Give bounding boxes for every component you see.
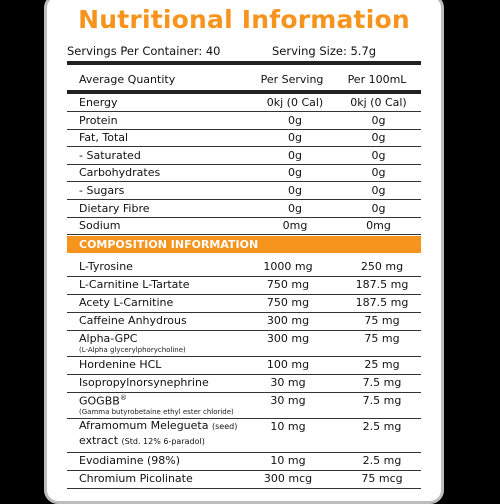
table-row: Dietary Fibre 0g 0g [67,200,421,218]
table-row: Hordenine HCL 100 mg 25 mg [67,356,421,375]
nutrient-name: Protein [79,113,118,127]
table-row: L-Carnitine L-Tartate 750 mg 187.5 mg [67,276,421,295]
per-100ml-value: 187.5 mg [355,278,409,291]
table-row: Energy 0kj (0 Cal) 0kj (0 Cal) [67,94,421,112]
header-per-100ml: Per 100mL [347,73,407,86]
divider [67,90,421,94]
servings-per-container: Servings Per Container: 40 [67,44,221,58]
per-serving-value: 0g [288,184,302,197]
per-serving-value: 100 mg [266,358,310,371]
table-row: Evodiamine (98%) 10 mg 2.5 mg [67,452,421,471]
ingredient-name: L-Tyrosine [79,260,133,273]
ingredient-name: GOGBB® [79,394,127,408]
table-row: Alpha-GPC (L-Alpha glycerylphorycholine) 3… [67,330,421,357]
per-100ml-value: 250 mg [360,260,404,273]
divider [67,61,421,65]
page-title: Nutritional Information [78,5,410,34]
per-100ml-value: 75 mcg [361,472,403,485]
ingredient-name: Evodiamine (98%) [79,454,181,467]
nutrient-name: - Sugars [79,184,125,197]
ingredient-name: Isopropylnorsynephrine [79,376,209,389]
per-100ml-value: 7.5 mg [362,394,402,407]
per-100ml-value: 0g [371,148,386,162]
per-serving-value: 0g [288,131,302,145]
per-100ml-value: 25 mg [364,358,400,371]
table-row: Caffeine Anhydrous 300 mg 75 mg [67,312,421,331]
per-100ml-value: 0g [371,113,386,127]
nutrient-name: - Saturated [79,148,141,162]
per-100ml-value: 0kj (0 Cal) [350,96,407,109]
per-serving-value: 750 mg [266,278,310,291]
per-serving-value: 0g [288,166,302,180]
table-row: Chromium Picolinate 300 mcg 75 mcg [67,470,421,489]
ingredient-name: Chromium Picolinate [79,472,193,485]
ingredient-name: Caffeine Anhydrous [79,314,187,327]
per-100ml-value: 0mg [366,219,391,233]
per-serving-value: 300 mg [266,314,310,327]
header-per-serving: Per Serving [260,73,324,86]
per-serving-value: 750 mg [266,296,310,309]
per-serving-value: 10 mg [270,454,306,467]
per-100ml-value: 75 mg [364,314,400,327]
per-100ml-value: 2.5 mg [362,454,402,467]
table-row: Isopropylnorsynephrine 30 mg 7.5 mg [67,374,421,393]
composition-title: COMPOSITION INFORMATION [79,238,259,251]
ingredient-name-line2: extract (Std. 12% 6-paradol) [79,434,205,447]
ingredient-name: Acety L-Carnitine [79,296,174,309]
composition-header: COMPOSITION INFORMATION [67,236,421,253]
per-serving-value: 1000 mg [263,260,313,273]
per-100ml-value: 0g [371,201,386,215]
per-100ml-value: 75 mg [364,332,400,345]
table-row: Aframomum Melegueta (seed) extract (Std. … [67,418,421,453]
table-header: Average Quantity Per Serving Per 100mL [67,65,421,92]
nutrient-name: Fat, Total [79,131,129,145]
table-row: Carbohydrates 0g 0g [67,164,421,183]
serving-size: Serving Size: 5.7g [272,44,377,58]
ingredient-name: Alpha-GPC [79,332,138,345]
per-serving-value: 0kj (0 Cal) [266,96,324,109]
per-serving-value: 300 mg [266,332,310,345]
per-serving-value: 0mg [282,219,308,233]
table-row: GOGBB® (Gamma butyrobetaine ethyl ester c… [67,392,421,419]
per-serving-value: 30 mg [270,394,306,407]
per-100ml-value: 2.5 mg [362,420,402,433]
nutrient-name: Energy [79,96,118,109]
table-row: Acety L-Carnitine 750 mg 187.5 mg [67,294,421,313]
nutrient-name: Carbohydrates [79,166,161,180]
per-serving-value: 30 mg [270,376,306,389]
table-row: L-Tyrosine 1000 mg 250 mg [67,258,421,277]
per-100ml-value: 0g [371,166,386,180]
per-100ml-value: 0g [371,184,386,197]
table-row: - Sugars 0g 0g [67,182,421,200]
ingredient-name: Aframomum Melegueta (seed) [79,419,238,432]
header-quantity: Average Quantity [79,73,176,86]
nutrient-name: Sodium [79,219,121,233]
per-serving-value: 0g [288,201,302,215]
table-row: Fat, Total 0g 0g [67,129,421,148]
ingredient-name: Hordenine HCL [79,358,162,371]
table-row: Sodium 0mg 0mg [67,217,421,236]
nutrient-name: Dietary Fibre [79,201,150,215]
per-serving-value: 0g [288,148,302,162]
ingredient-subtitle: (Gamma butyrobetaine ethyl ester chlorid… [79,408,234,416]
per-serving-value: 0g [288,113,302,127]
ingredient-subtitle: (L-Alpha glycerylphorycholine) [79,346,186,354]
ingredient-name: L-Carnitine L-Tartate [79,278,190,291]
per-100ml-value: 187.5 mg [355,296,409,309]
per-100ml-value: 0g [371,131,386,145]
table-row: - Saturated 0g 0g [67,147,421,165]
per-100ml-value: 7.5 mg [362,376,402,389]
table-row: Protein 0g 0g [67,112,421,130]
per-serving-value: 300 mcg [263,472,313,485]
per-serving-value: 10 mg [270,420,306,433]
nutrition-panel: Nutritional Information Servings Per Con… [44,0,444,504]
